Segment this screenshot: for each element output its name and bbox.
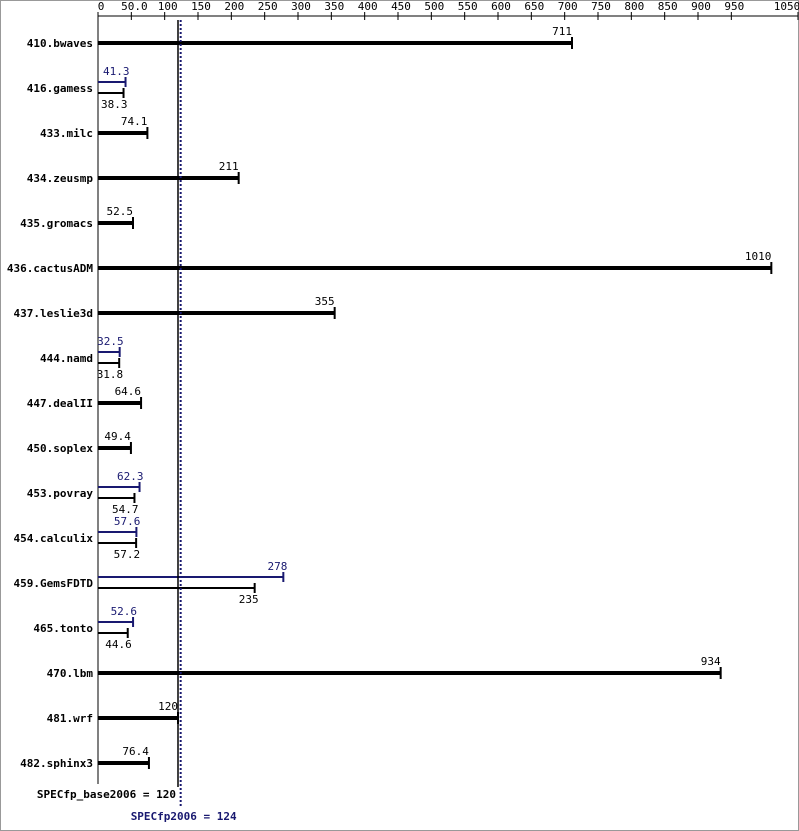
x-tick-label: 800 [624, 0, 644, 13]
category-label: 453.povray [27, 487, 94, 500]
bar [98, 351, 120, 353]
x-tick-label: 900 [691, 0, 711, 13]
category-label: 444.namd [40, 352, 93, 365]
bar [98, 531, 137, 533]
x-tick-label: 450 [391, 0, 411, 13]
category-label: 481.wrf [47, 712, 93, 725]
x-tick-label: 100 [158, 0, 178, 13]
value-label: 120 [158, 700, 178, 713]
bar [98, 311, 335, 315]
x-tick-label: 500 [424, 0, 444, 13]
bar [98, 497, 135, 499]
x-tick-label: 0 [98, 0, 105, 13]
value-label: 41.3 [103, 65, 130, 78]
category-label: 434.zeusmp [27, 172, 94, 185]
x-tick-label: 700 [558, 0, 578, 13]
x-tick-label: 350 [324, 0, 344, 13]
bar [98, 401, 142, 405]
value-label: 44.6 [105, 638, 132, 651]
x-tick-label: 600 [491, 0, 511, 13]
category-label: 436.cactusADM [7, 262, 93, 275]
value-label: 52.6 [111, 605, 138, 618]
x-tick-label: 400 [358, 0, 378, 13]
bar [98, 81, 126, 83]
value-label: 57.2 [114, 548, 141, 561]
value-label: 32.5 [97, 335, 124, 348]
value-label: 934 [701, 655, 721, 668]
value-label: 31.8 [97, 368, 124, 381]
category-label: 470.lbm [47, 667, 94, 680]
category-label: 450.soplex [27, 442, 94, 455]
x-tick-label: 1050 [774, 0, 799, 13]
value-label: 76.4 [122, 745, 149, 758]
value-label: 211 [219, 160, 239, 173]
bar [98, 446, 131, 450]
value-label: 49.4 [104, 430, 131, 443]
bar [98, 632, 128, 634]
category-label: 482.sphinx3 [20, 757, 93, 770]
bar [98, 576, 284, 578]
value-label: 57.6 [114, 515, 141, 528]
bar [98, 716, 178, 720]
category-label: 410.bwaves [27, 37, 93, 50]
value-label: 1010 [745, 250, 772, 263]
bar [98, 176, 239, 180]
x-tick-label: 200 [224, 0, 244, 13]
x-tick-label: 850 [658, 0, 678, 13]
bar [98, 671, 721, 675]
x-tick-label: 250 [258, 0, 278, 13]
x-tick-label: 650 [524, 0, 544, 13]
bar [98, 621, 134, 623]
category-label: 465.tonto [33, 622, 93, 635]
value-label: 62.3 [117, 470, 144, 483]
reference-label: SPECfp_base2006 = 120 [37, 788, 176, 801]
bar [98, 92, 124, 94]
reference-label: SPECfp2006 = 124 [131, 810, 237, 823]
value-label: 235 [239, 593, 259, 606]
bar [98, 362, 120, 364]
x-tick-label: 950 [724, 0, 744, 13]
category-label: 459.GemsFDTD [14, 577, 94, 590]
x-tick-label: 150 [191, 0, 211, 13]
bar [98, 587, 255, 589]
x-tick-label: 300 [291, 0, 311, 13]
value-label: 54.7 [112, 503, 139, 516]
bar [98, 542, 137, 544]
value-label: 64.6 [115, 385, 142, 398]
bar [98, 266, 772, 270]
value-label: 38.3 [101, 98, 128, 111]
value-label: 711 [552, 25, 572, 38]
category-label: 447.dealII [27, 397, 93, 410]
x-tick-label: 550 [458, 0, 478, 13]
value-label: 74.1 [121, 115, 148, 128]
bar [98, 131, 148, 135]
x-tick-label: 50.0 [121, 0, 148, 13]
bar [98, 41, 572, 45]
category-label: 416.gamess [27, 82, 93, 95]
bar [98, 221, 133, 225]
value-label: 355 [315, 295, 335, 308]
category-label: 433.milc [40, 127, 93, 140]
value-label: 52.5 [107, 205, 134, 218]
value-label: 278 [267, 560, 287, 573]
x-tick-label: 750 [591, 0, 611, 13]
category-label: 454.calculix [14, 532, 94, 545]
bar [98, 486, 140, 488]
category-label: 435.gromacs [20, 217, 93, 230]
category-label: 437.leslie3d [14, 307, 93, 320]
bar [98, 761, 149, 765]
